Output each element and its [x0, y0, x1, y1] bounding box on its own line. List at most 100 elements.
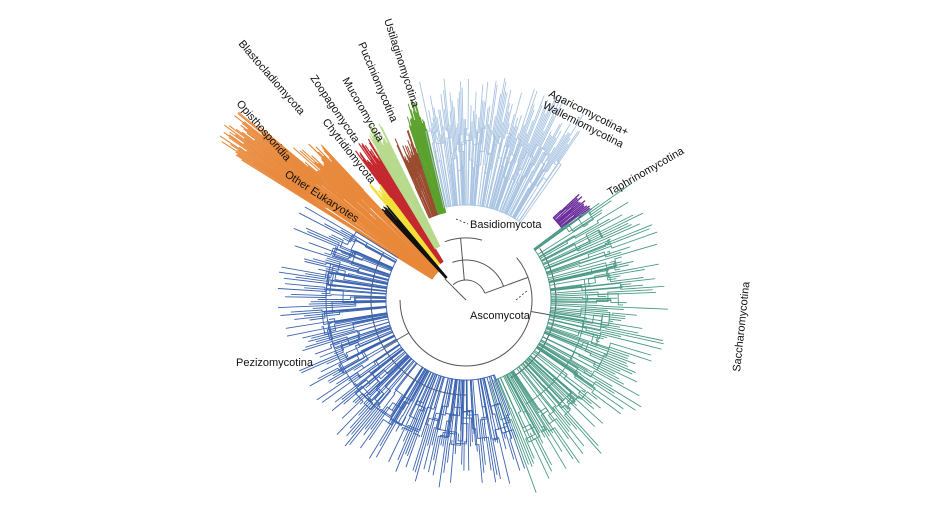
branch [489, 111, 510, 209]
branch [553, 198, 578, 220]
basidiomycota-leader [455, 218, 469, 225]
branch [504, 375, 536, 459]
branch [461, 379, 473, 465]
branch [349, 360, 415, 445]
clade-blastocladiomycota [219, 111, 436, 280]
branch [353, 349, 404, 387]
branch [304, 261, 388, 288]
branch [304, 287, 387, 303]
branch [485, 122, 503, 208]
backbone-stem-root [444, 278, 467, 301]
branch [539, 226, 593, 259]
branch [538, 343, 624, 410]
clade-agaricomycotina [419, 77, 584, 223]
branch [236, 129, 435, 277]
branch [285, 312, 388, 329]
branch [432, 123, 447, 208]
branch [545, 327, 636, 373]
branch [311, 312, 388, 339]
branch [538, 218, 610, 258]
branch [407, 116, 439, 215]
branch [537, 182, 633, 255]
branch [354, 348, 403, 404]
branch [294, 245, 391, 277]
branch [547, 321, 630, 357]
branch [440, 379, 460, 446]
branch [506, 373, 540, 433]
branch [543, 231, 658, 268]
branch [479, 378, 488, 442]
branch [457, 91, 463, 206]
branch [406, 130, 437, 216]
clade-other-eukaryotes [381, 205, 448, 279]
branch [512, 370, 574, 460]
branch [363, 362, 418, 436]
branch [438, 109, 452, 207]
branch [544, 330, 636, 365]
branch [413, 374, 438, 438]
branch [443, 89, 457, 207]
branch [537, 344, 640, 397]
branch [280, 306, 387, 316]
branch [440, 133, 455, 207]
branch [316, 346, 402, 401]
branch [315, 327, 392, 343]
branch [482, 92, 508, 207]
branch [344, 357, 412, 447]
branch [511, 370, 569, 440]
branch [376, 370, 430, 458]
branch [354, 351, 406, 405]
branch [538, 343, 642, 408]
branch [555, 196, 583, 221]
branch [510, 371, 580, 464]
branch [540, 223, 640, 262]
branch [391, 362, 417, 411]
branch [490, 92, 522, 209]
branch [298, 212, 397, 263]
branch [321, 318, 389, 335]
branch [324, 223, 397, 263]
branch [407, 129, 438, 216]
branch [541, 214, 634, 262]
branch [308, 315, 389, 342]
branch [516, 131, 581, 221]
branch [407, 154, 433, 217]
branch [496, 378, 534, 464]
branch [383, 138, 440, 247]
branch [307, 165, 436, 275]
branch [423, 377, 451, 470]
branch [496, 104, 535, 211]
branch [386, 205, 448, 278]
branch [488, 376, 507, 439]
branch [402, 145, 432, 218]
branch [331, 355, 410, 411]
branch [410, 118, 441, 215]
branch [497, 378, 533, 467]
branch [404, 156, 431, 218]
branch [417, 152, 439, 216]
branch [534, 212, 603, 251]
branch [301, 335, 395, 374]
branch [317, 296, 387, 301]
branch [546, 326, 651, 356]
branch [500, 113, 546, 213]
branch [548, 260, 617, 282]
branch [325, 268, 388, 289]
branch [390, 198, 440, 265]
branch [514, 132, 569, 220]
branch [504, 98, 561, 214]
branch [410, 98, 443, 214]
branch [549, 312, 621, 328]
branch [449, 92, 457, 206]
clade-ustilaginomycotina [407, 98, 447, 215]
branch [550, 282, 665, 292]
branch [331, 234, 393, 270]
branch [550, 299, 612, 304]
branch [341, 252, 393, 271]
branch [429, 95, 448, 208]
branch [472, 379, 497, 483]
branch [533, 202, 600, 250]
branch [540, 339, 624, 385]
branch [543, 332, 633, 375]
